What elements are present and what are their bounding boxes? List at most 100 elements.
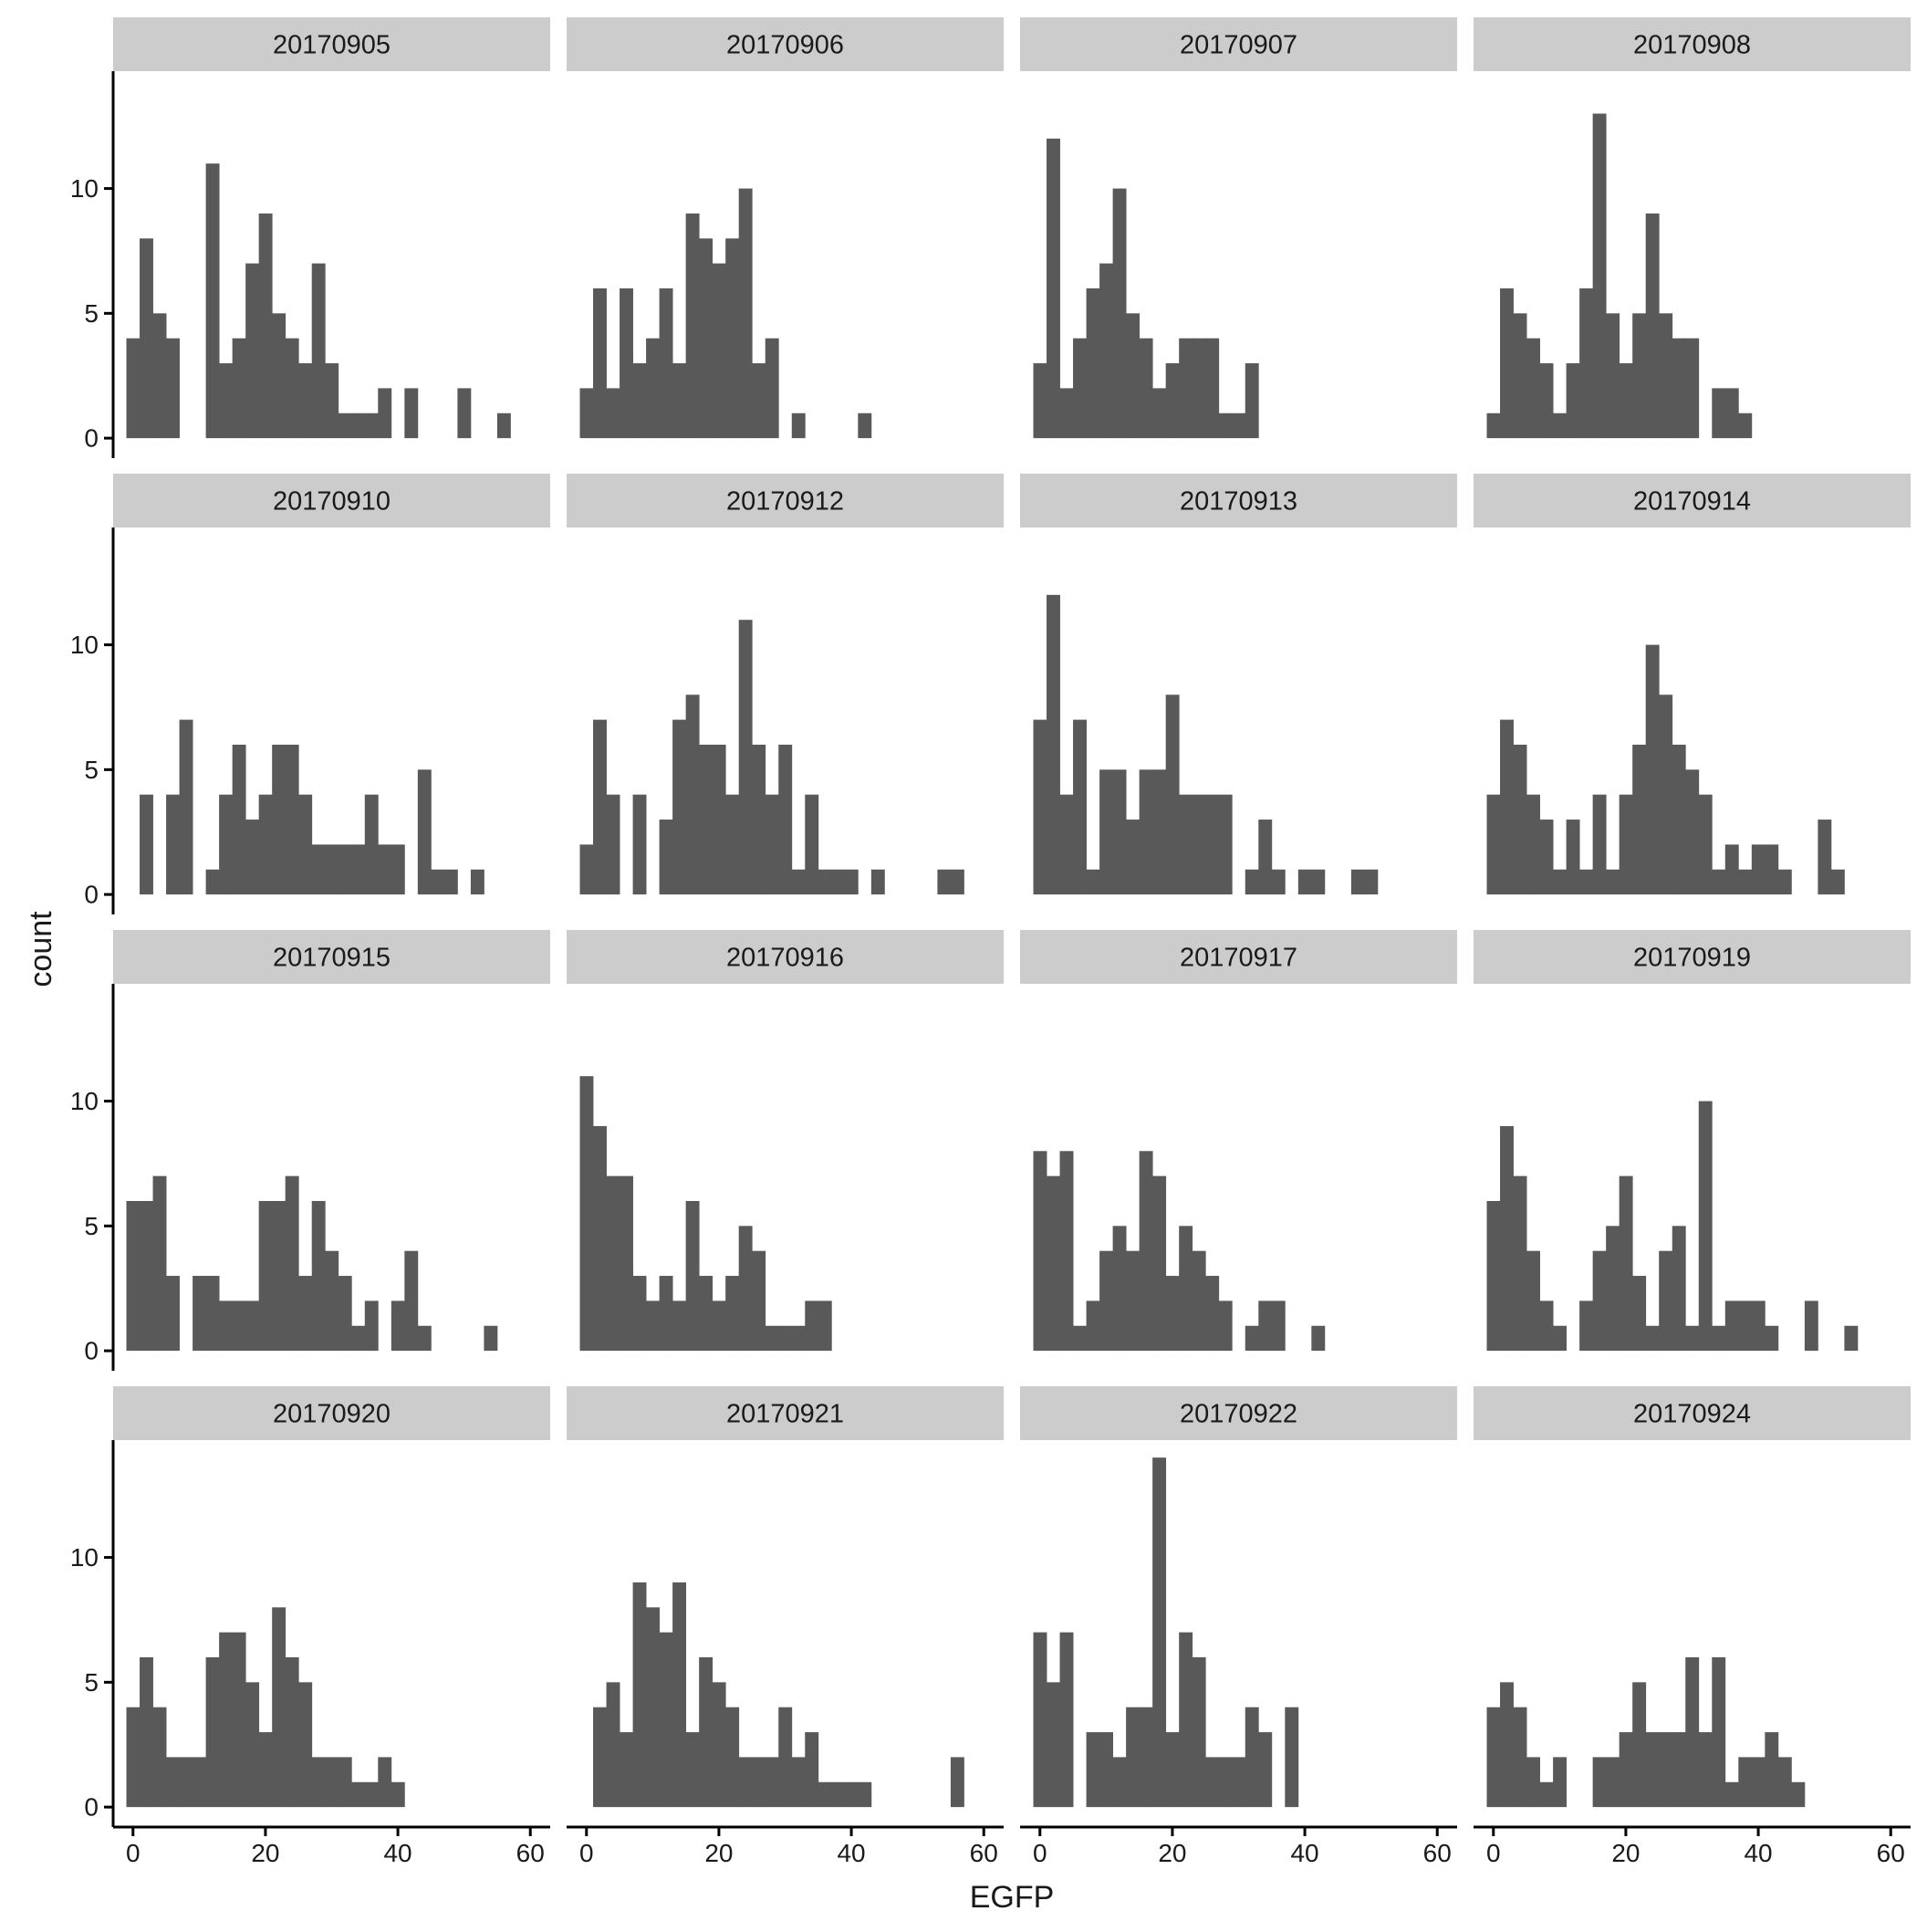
histogram-bar: [1179, 794, 1193, 895]
histogram-bar: [685, 1732, 700, 1808]
histogram-bar: [351, 1325, 366, 1352]
histogram-bar: [484, 1325, 498, 1352]
facet-panel: 20170912: [567, 474, 1004, 895]
facet-panel: 20170908: [1474, 17, 1911, 439]
histogram-bar: [338, 413, 352, 439]
histogram-bar: [1592, 1250, 1607, 1352]
histogram-bar: [620, 1175, 633, 1352]
histogram-bar: [1059, 1151, 1074, 1352]
histogram-bar: [245, 1300, 260, 1352]
facet-strip-label: 20170910: [273, 487, 391, 517]
histogram-bar: [179, 1757, 193, 1808]
x-tick-label: 40: [837, 1839, 865, 1867]
y-tick-label: 5: [84, 1668, 99, 1697]
histogram-bar: [1685, 1656, 1700, 1808]
histogram-bar: [1165, 363, 1180, 439]
histogram-bar: [166, 1757, 180, 1808]
histogram-bar: [272, 744, 286, 895]
facet-panel: 20170919: [1474, 930, 1911, 1352]
histogram-bar: [1311, 869, 1326, 895]
histogram-bar: [311, 844, 326, 895]
histogram-bar: [311, 1757, 326, 1808]
histogram-bar: [364, 1300, 379, 1352]
histogram-bar: [1047, 1175, 1060, 1352]
histogram-bar: [1033, 719, 1047, 895]
histogram-bar: [232, 338, 246, 439]
histogram-bar: [1205, 1757, 1220, 1808]
histogram-bar: [364, 794, 379, 895]
histogram-bar: [1099, 263, 1114, 439]
histogram-bar: [738, 620, 753, 895]
histogram-bar: [1751, 1300, 1766, 1352]
histogram-bar: [1765, 844, 1779, 895]
histogram-bar: [1245, 869, 1259, 895]
histogram-bar: [593, 1125, 607, 1352]
histogram-bar: [1500, 287, 1514, 439]
facet-strip: [567, 474, 1004, 527]
histogram-bar: [1218, 1757, 1233, 1808]
histogram-bar: [1112, 1757, 1127, 1808]
histogram-bar: [179, 719, 193, 895]
histogram-bar: [738, 188, 753, 439]
histogram-bar: [1526, 338, 1540, 439]
facet-panel: 20170922 0 20 40 60: [1020, 1386, 1457, 1867]
histogram-bar: [1258, 820, 1273, 895]
histogram-bar: [205, 1656, 220, 1808]
histogram-bar: [805, 1732, 819, 1808]
histogram-bar: [1112, 769, 1127, 895]
facet-strip: [1474, 1386, 1911, 1440]
facet-strip: [1020, 17, 1457, 71]
histogram-bar: [364, 1781, 379, 1808]
histogram-bar: [791, 869, 806, 895]
histogram-bar: [1205, 794, 1220, 895]
histogram-bar: [1645, 644, 1660, 895]
histogram-bar: [752, 1757, 766, 1808]
histogram-bar: [391, 1781, 405, 1808]
histogram-bar: [272, 313, 286, 439]
histogram-bar: [1513, 1707, 1527, 1808]
histogram-bar: [1698, 794, 1713, 895]
histogram-bar: [632, 794, 647, 895]
histogram-bar: [1738, 869, 1753, 895]
histogram-bar: [1724, 1781, 1739, 1808]
histogram-bar: [725, 1276, 740, 1352]
histogram-bar: [1486, 413, 1501, 439]
histogram-bar: [258, 1732, 273, 1808]
histogram-bar: [232, 1632, 246, 1808]
histogram-bar: [258, 794, 273, 895]
histogram-bar: [1271, 1300, 1286, 1352]
histogram-bar: [1712, 1325, 1726, 1352]
histogram-bar: [1245, 1707, 1259, 1808]
histogram-bar: [1672, 744, 1686, 895]
histogram-bar: [1592, 794, 1607, 895]
histogram-bar: [1139, 769, 1153, 895]
histogram-bar: [126, 338, 141, 439]
facet-panel: 20170915 0 5 10: [70, 930, 550, 1371]
facet-strip: [1474, 930, 1911, 984]
histogram-bar: [1791, 1781, 1806, 1808]
histogram-bar: [646, 1607, 661, 1808]
histogram-bar: [1712, 388, 1726, 439]
histogram-bar: [1619, 1175, 1633, 1352]
histogram-bar: [1112, 1226, 1127, 1352]
histogram-bar: [1500, 719, 1514, 895]
histogram-bar: [245, 263, 260, 439]
histogram-bar: [245, 1682, 260, 1808]
histogram-bar: [1486, 1200, 1501, 1352]
histogram-bar: [152, 313, 167, 439]
histogram-bar: [338, 1757, 352, 1808]
histogram-bar: [1152, 388, 1167, 439]
histogram-bar: [193, 1276, 207, 1352]
facet-strip: [567, 930, 1004, 984]
histogram-bar: [351, 413, 366, 439]
facet-strip-label: 20170908: [1633, 31, 1751, 60]
facet-panel: 20170906: [567, 17, 1004, 439]
histogram-bar: [646, 338, 661, 439]
histogram-bar: [1619, 1732, 1633, 1808]
histogram-bar: [272, 1200, 286, 1352]
histogram-bar: [699, 744, 714, 895]
histogram-bar: [1152, 1457, 1167, 1808]
histogram-bar: [1685, 338, 1700, 439]
histogram-bar: [1738, 413, 1753, 439]
